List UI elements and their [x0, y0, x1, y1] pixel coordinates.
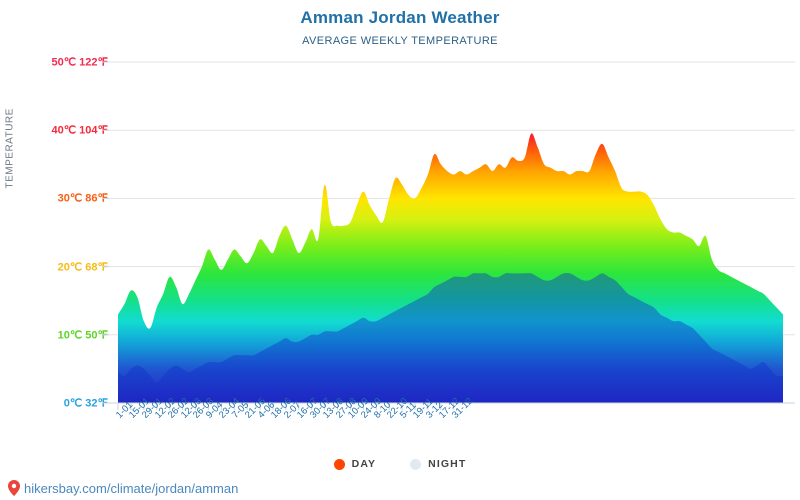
chart-subtitle: AVERAGE WEEKLY TEMPERATURE: [302, 35, 498, 47]
footer: hikersbay.com/climate/jordan/amman: [8, 480, 238, 496]
night-area: [118, 272, 783, 403]
y-tick-20: 20℃ 68℉: [57, 261, 108, 274]
y-tick-40: 40℃ 104℉: [51, 124, 108, 137]
legend-label-night: NIGHT: [428, 458, 467, 470]
y-axis-ticks: 0℃ 32℉ 10℃ 50℉ 20℃ 68℉ 30℃ 86℉ 40℃ 104℉ 50℃ 1…: [0, 0, 108, 500]
page-title: Amman Jordan Weather: [300, 8, 500, 27]
legend-item-day[interactable]: DAY: [333, 458, 377, 470]
legend-item-night[interactable]: NIGHT: [410, 458, 466, 470]
source-link[interactable]: hikersbay.com/climate/jordan/amman: [24, 480, 239, 496]
y-tick-30: 30℃ 86℉: [57, 192, 108, 205]
y-tick-10: 10℃ 50℉: [57, 329, 108, 342]
chart-legend: DAY NIGHT: [0, 458, 800, 470]
day-swatch-icon: [333, 458, 345, 470]
map-pin-icon: [8, 480, 20, 496]
axes: [102, 61, 795, 410]
legend-label-day: DAY: [351, 458, 377, 470]
y-tick-50: 50℃ 122℉: [51, 56, 108, 69]
y-tick-0: 0℃ 32℉: [63, 397, 108, 410]
night-shade: [118, 272, 783, 403]
night-swatch-icon: [410, 458, 422, 470]
